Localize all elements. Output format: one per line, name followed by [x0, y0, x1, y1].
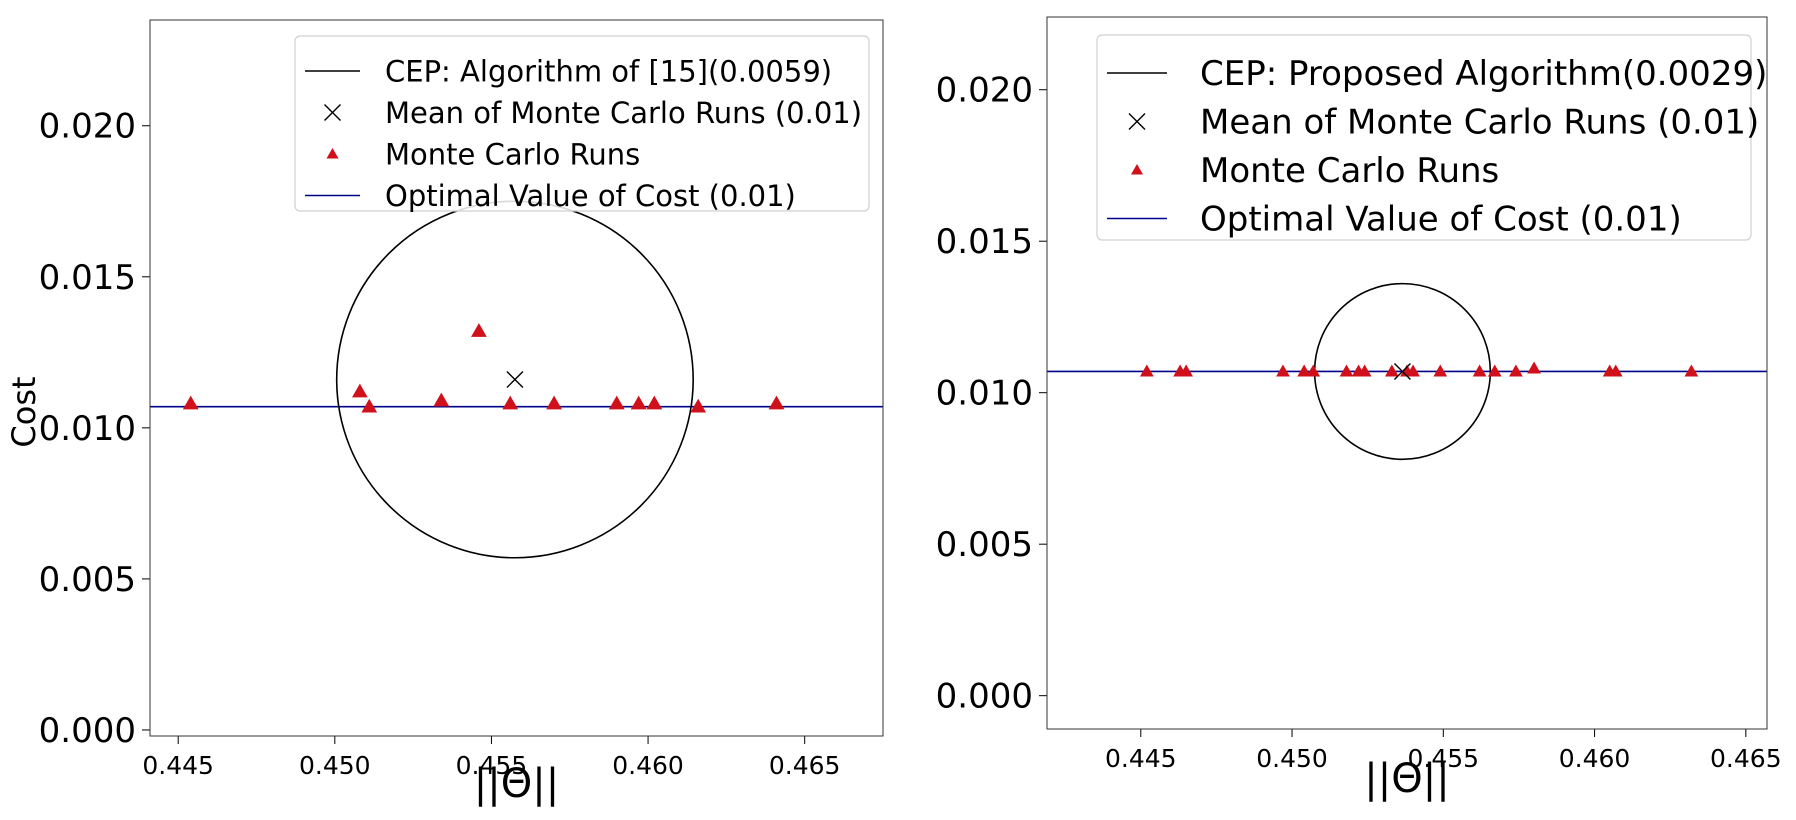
y-axis-label: Cost: [5, 376, 43, 447]
monte-carlo-run-marker: [352, 383, 368, 398]
mean-marker: [506, 371, 524, 389]
monte-carlo-run-marker: [1527, 361, 1541, 374]
y-tick-label: 0.005: [39, 560, 136, 600]
x-tick-label: 0.455: [456, 751, 528, 780]
x-tick-label: 0.450: [1256, 744, 1328, 773]
y-tick-label: 0.000: [936, 677, 1033, 717]
monte-carlo-run-marker: [1179, 364, 1194, 377]
legend-label: Monte Carlo Runs: [385, 137, 640, 171]
y-tick-label: 0.005: [936, 525, 1033, 565]
axes-frame: [149, 19, 884, 737]
legend-triangle-swatch: [326, 148, 339, 159]
legend: CEP: Proposed Algorithm(0.0029) Mean of M…: [1096, 34, 1767, 241]
monte-carlo-run-marker: [1509, 364, 1523, 377]
monte-carlo-run-marker: [646, 395, 663, 410]
monte-carlo-run-marker: [608, 395, 625, 410]
legend-label: Optimal Value of Cost (0.01): [1200, 200, 1682, 240]
monte-carlo-run-marker: [768, 395, 785, 410]
axes-frame: [1046, 16, 1768, 730]
monte-carlo-run-marker: [471, 323, 487, 337]
monte-carlo-run-marker: [546, 395, 562, 410]
monte-carlo-run-marker: [1306, 364, 1321, 377]
legend-box: [1096, 34, 1752, 241]
y-tick-label: 0.015: [39, 258, 136, 298]
monte-carlo-run-marker: [1139, 364, 1154, 377]
chart-panel-1: 0.000 0.005 0.010 0.015 0.020 0.445 0.450 0.455…: [5, 19, 884, 807]
monte-carlo-run-marker: [1472, 364, 1487, 377]
legend-box: [294, 35, 870, 212]
plot-area: [150, 200, 883, 559]
x-tick-label: 0.455: [1408, 744, 1480, 773]
x-tick-label: 0.465: [1710, 744, 1782, 773]
monte-carlo-run-marker: [361, 398, 378, 413]
monte-carlo-run-marker: [1297, 364, 1312, 377]
y-tick-label: 0.010: [936, 374, 1033, 414]
x-tick-label: 0.460: [1559, 744, 1631, 773]
x-tick-label: 0.450: [299, 751, 371, 780]
monte-carlo-run-marker: [1684, 364, 1699, 377]
monte-carlo-run-marker: [433, 392, 450, 407]
monte-carlo-run-marker: [1357, 364, 1372, 377]
y-tick-label: 0.010: [39, 409, 136, 449]
monte-carlo-run-marker: [502, 395, 519, 410]
monte-carlo-run-marker: [1487, 364, 1502, 377]
y-tick-label: 0.015: [936, 222, 1033, 262]
monte-carlo-run-marker: [1406, 364, 1420, 377]
x-axis-label: ||Θ||: [1364, 756, 1449, 802]
legend-label: CEP: Proposed Algorithm(0.0029): [1200, 54, 1767, 94]
monte-carlo-run-marker: [1276, 364, 1290, 377]
chart-panel-2: 0.000 0.005 0.010 0.015 0.020 0.445 0.450 0.455…: [936, 16, 1782, 802]
monte-carlo-run-marker: [690, 398, 707, 413]
monte-carlo-run-marker: [1433, 364, 1448, 377]
monte-carlo-run-marker: [1339, 364, 1354, 377]
x-tick-label: 0.465: [769, 751, 841, 780]
y-tick-label: 0.020: [39, 107, 136, 147]
y-tick-label: 0.000: [39, 711, 136, 751]
legend-label: Optimal Value of Cost (0.01): [385, 179, 796, 213]
legend: CEP: Algorithm of [15](0.0059) Mean of Mo…: [294, 35, 870, 213]
x-axis-label: ||Θ||: [474, 761, 559, 807]
mean-marker: [1393, 362, 1411, 380]
monte-carlo-run-marker: [182, 395, 199, 410]
monte-carlo-run-marker: [1608, 364, 1623, 377]
x-tick-label: 0.445: [142, 751, 214, 780]
monte-carlo-run-marker: [630, 395, 647, 410]
monte-carlo-run-marker: [1385, 364, 1399, 377]
y-tick-label: 0.020: [936, 71, 1033, 111]
x-tick-label: 0.460: [612, 751, 684, 780]
legend-label: Monte Carlo Runs: [1200, 151, 1499, 191]
x-tick-label: 0.445: [1105, 744, 1177, 773]
legend-label: CEP: Algorithm of [15](0.0059): [385, 54, 832, 88]
legend-label: Mean of Monte Carlo Runs (0.01): [385, 96, 862, 130]
legend-x-swatch: [1128, 113, 1146, 130]
plot-area: [1047, 282, 1767, 461]
legend-label: Mean of Monte Carlo Runs (0.01): [1200, 103, 1759, 143]
legend-x-swatch: [324, 104, 341, 121]
legend-triangle-swatch: [1131, 164, 1143, 175]
